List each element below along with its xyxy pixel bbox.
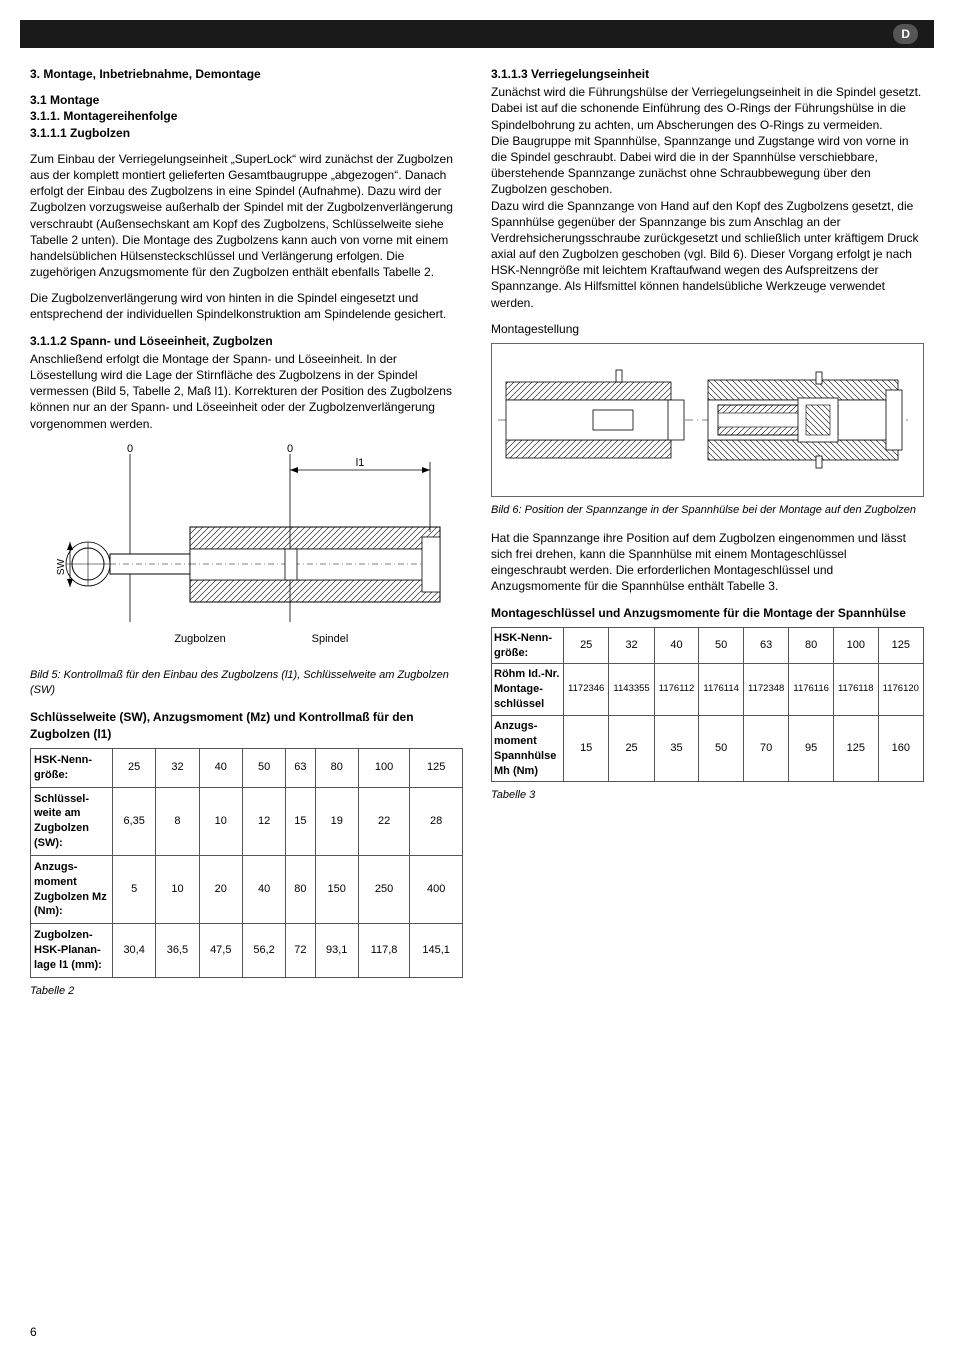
svg-text:Zugbolzen: Zugbolzen: [174, 633, 225, 645]
heading-3: 3. Montage, Inbetriebnahme, Demontage: [30, 66, 463, 82]
right-column: 3.1.1.3 Verriegelungseinheit Zunächst wi…: [491, 66, 924, 1011]
para: Zunächst wird die Führungshülse der Verr…: [491, 84, 924, 133]
para: Die Baugruppe mit Spannhülse, Spannzange…: [491, 133, 924, 198]
para: Anschließend erfolgt die Montage der Spa…: [30, 351, 463, 432]
heading-3-1-1-2: 3.1.1.2 Spann- und Löseeinheit, Zugbolze…: [30, 333, 463, 349]
table-2: HSK-Nenn-größe: 25324050 6380100125 Schl…: [30, 748, 463, 978]
heading-3-1-1: 3.1.1. Montagereihenfolge: [30, 108, 463, 124]
figure-6: [491, 343, 924, 497]
para: Zum Einbau der Verriegelungseinheit „Sup…: [30, 151, 463, 281]
language-badge: D: [893, 24, 918, 44]
svg-text:0: 0: [127, 443, 133, 455]
svg-text:SW: SW: [56, 558, 67, 575]
page-number: 6: [30, 1324, 37, 1340]
heading-3-1: 3.1 Montage: [30, 92, 463, 108]
heading-3-1-1-1: 3.1.1.1 Zugbolzen: [30, 125, 463, 141]
para: Dazu wird die Spannzange von Hand auf de…: [491, 198, 924, 311]
table-3-title: Montageschlüssel und Anzugsmomente für d…: [491, 605, 924, 621]
svg-text:l1: l1: [356, 457, 365, 469]
table-3-caption: Tabelle 3: [491, 788, 924, 803]
table-3: HSK-Nenn-größe: 25324050 6380100125 Röhm…: [491, 627, 924, 783]
content-columns: 3. Montage, Inbetriebnahme, Demontage 3.…: [30, 66, 924, 1011]
para: Die Zugbolzenverlängerung wird von hinte…: [30, 290, 463, 322]
svg-text:Spindel: Spindel: [312, 633, 349, 645]
figure-5-caption: Bild 5: Kontrollmaß für den Einbau des Z…: [30, 668, 463, 698]
table-2-title: Schlüsselweite (SW), Anzugsmoment (Mz) u…: [30, 709, 463, 741]
header-bar: D: [20, 20, 934, 48]
montagestellung-label: Montagestellung: [491, 321, 924, 337]
table-2-caption: Tabelle 2: [30, 984, 463, 999]
figure-5: 0 0 l1 SW: [30, 442, 463, 662]
para: Hat die Spannzange ihre Position auf dem…: [491, 530, 924, 595]
figure-6-caption: Bild 6: Position der Spannzange in der S…: [491, 503, 924, 518]
svg-text:0: 0: [287, 443, 293, 455]
left-column: 3. Montage, Inbetriebnahme, Demontage 3.…: [30, 66, 463, 1011]
heading-3-1-1-3: 3.1.1.3 Verriegelungseinheit: [491, 66, 924, 82]
